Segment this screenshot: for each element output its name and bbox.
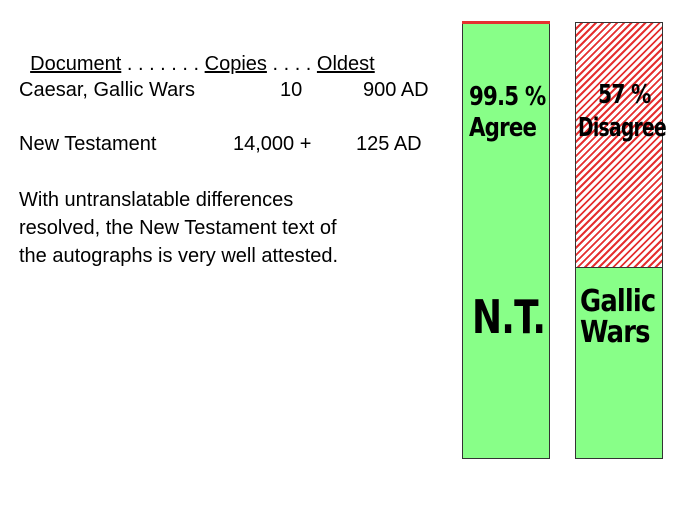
nt-pct-label: Agree <box>469 113 537 143</box>
header-document: Document <box>30 53 122 75</box>
gallic-disagree-segment <box>575 22 663 268</box>
nt-bar <box>462 21 550 459</box>
gallic-name-line-1: Gallic <box>580 284 656 319</box>
row-1-oldest: 900 AD <box>363 79 429 101</box>
summary-line-1: With untranslatable differences <box>19 189 294 211</box>
nt-bar-top-line <box>462 21 550 24</box>
summary-line-3: the autographs is very well attested. <box>19 245 339 267</box>
nt-pct: 99.5 % <box>469 82 546 112</box>
header-dots-2: . . . . <box>266 53 317 75</box>
table-header: Document . . . . . . . Copies . . . . Ol… <box>19 28 375 76</box>
row-2-oldest: 125 AD <box>356 133 422 155</box>
row-2-document: New Testament <box>19 133 157 155</box>
row-1-copies: 10 <box>280 79 303 101</box>
header-copies: Copies <box>204 53 267 75</box>
summary-paragraph: With untranslatable differences resolved… <box>19 186 439 270</box>
header-dots-1: . . . . . . . <box>121 53 205 75</box>
row-2-copies: 14,000 + <box>233 133 312 155</box>
gallic-agree-segment <box>575 267 663 459</box>
row-1-document: Caesar, Gallic Wars <box>19 79 195 101</box>
gallic-name-line-2: Wars <box>580 315 650 350</box>
gallic-pct: 57 % <box>598 80 651 110</box>
header-oldest: Oldest <box>316 53 375 75</box>
gallic-pct-label: Disagree <box>578 113 667 143</box>
nt-name: N.T. <box>472 290 546 344</box>
summary-line-2: resolved, the New Testament text of <box>19 217 337 239</box>
